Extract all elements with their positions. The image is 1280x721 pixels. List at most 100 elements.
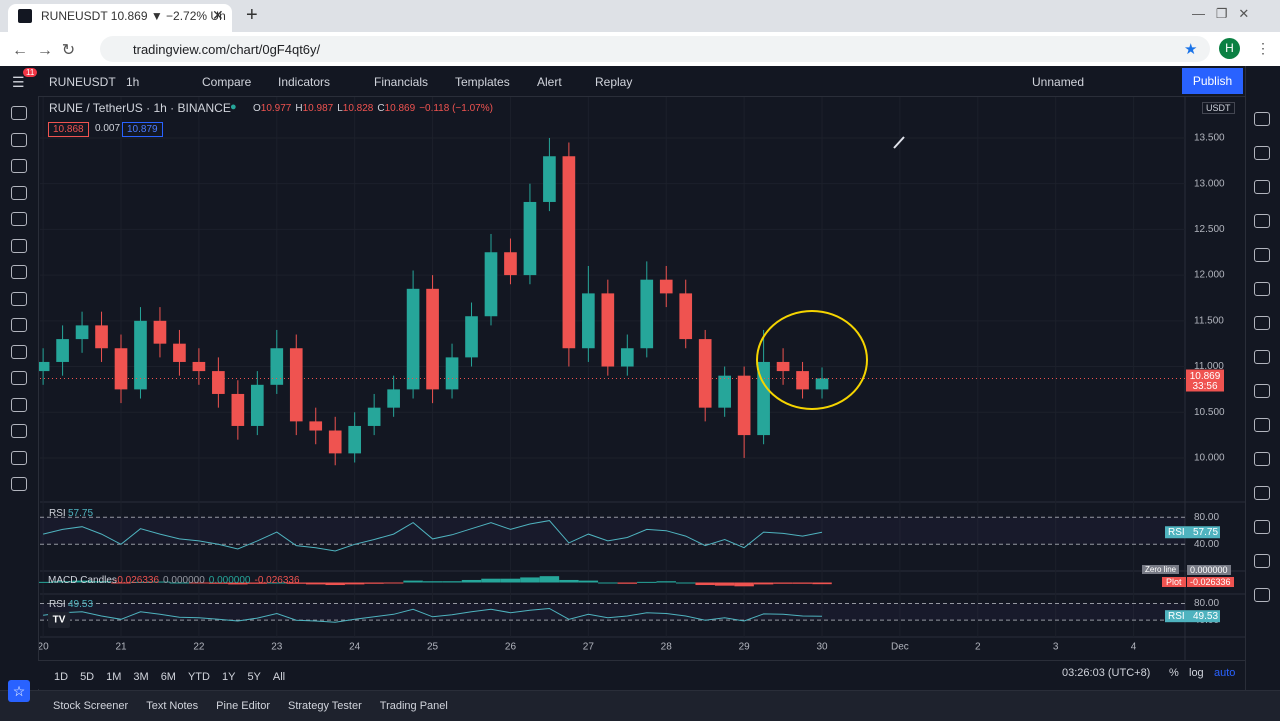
bookmark-star[interactable]: ★ xyxy=(1184,41,1198,58)
sidebar-icons xyxy=(1254,112,1272,622)
period-button[interactable]: 1M xyxy=(106,671,122,683)
indicators[interactable]: Indicators xyxy=(278,75,331,89)
ask[interactable]: 10.879 xyxy=(122,122,163,137)
new-tab[interactable]: + xyxy=(246,4,258,26)
tool-icon[interactable] xyxy=(11,106,27,120)
menu[interactable]: ⋮ xyxy=(1256,40,1270,56)
compare[interactable]: Compare xyxy=(202,75,252,89)
candle-body xyxy=(601,293,615,367)
macd-bar xyxy=(617,582,638,584)
tool-icon[interactable] xyxy=(11,185,27,200)
tool-icon[interactable] xyxy=(1254,112,1270,126)
ohlc-key: O xyxy=(253,103,261,114)
tool-icon[interactable] xyxy=(11,238,27,253)
macd-bar xyxy=(325,582,345,586)
tool-icon[interactable] xyxy=(11,450,27,465)
tool-icon[interactable] xyxy=(1254,146,1270,160)
candle-body xyxy=(212,371,225,394)
nav-buttons[interactable]: ← → ↻ xyxy=(12,42,76,59)
macd-bar xyxy=(247,582,268,584)
tool-icon[interactable] xyxy=(11,397,27,412)
footer-tab[interactable]: Text Notes xyxy=(146,700,199,712)
percent-toggle[interactable]: % xyxy=(1169,667,1179,679)
tool-icon[interactable] xyxy=(11,132,27,147)
watchlist-star[interactable]: ☆ xyxy=(8,680,30,702)
left-toolbar xyxy=(0,96,39,690)
tool-icon[interactable] xyxy=(1254,452,1270,466)
tool-icon[interactable] xyxy=(11,477,27,491)
candle-body xyxy=(250,384,264,426)
omnibox[interactable] xyxy=(100,36,1210,62)
log-toggle[interactable]: log xyxy=(1189,667,1204,679)
templates[interactable]: Templates xyxy=(455,75,510,89)
tab-close[interactable]: ✕ xyxy=(212,7,224,23)
tool-icon[interactable] xyxy=(1254,588,1270,602)
tool-icon[interactable] xyxy=(11,344,27,359)
tool-icon[interactable] xyxy=(11,159,27,173)
interval[interactable]: 1h xyxy=(126,75,140,89)
financials[interactable]: Financials xyxy=(374,75,429,89)
x-tick-label: 29 xyxy=(739,642,751,653)
y-tick-label: 10.000 xyxy=(1194,453,1225,464)
bid[interactable]: 10.868 xyxy=(48,122,89,137)
period-buttons: 1D 5D 1M 3M 6M YTD 1Y 5Y All xyxy=(54,667,297,685)
period-button[interactable]: 1D xyxy=(54,671,69,683)
tool-icon[interactable] xyxy=(11,318,27,332)
candle-body xyxy=(582,293,595,349)
tool-icon[interactable] xyxy=(11,212,27,226)
tool-icon[interactable] xyxy=(1254,248,1270,262)
period-button[interactable]: 5Y xyxy=(247,671,261,683)
period-button[interactable]: 6M xyxy=(160,671,176,683)
footer-tab[interactable]: Pine Editor xyxy=(216,700,270,712)
macd-bar xyxy=(422,581,443,583)
tool-icon[interactable] xyxy=(1254,418,1270,432)
tool-icon[interactable] xyxy=(1254,384,1270,398)
tool-icon[interactable] xyxy=(1254,316,1270,330)
footer-tab[interactable]: Strategy Tester xyxy=(287,700,362,712)
currency[interactable]: USDT xyxy=(1202,102,1235,114)
period-button[interactable]: 1Y xyxy=(221,671,236,683)
x-tick-label: 23 xyxy=(271,642,283,653)
tool-icon[interactable] xyxy=(1254,282,1270,296)
macd-bar xyxy=(461,579,482,583)
avatar[interactable]: H xyxy=(1219,38,1240,59)
tool-icon[interactable] xyxy=(1254,486,1270,500)
macd-bar xyxy=(267,582,287,584)
ohlc-change: −0.118 (−1.07%) xyxy=(419,103,493,114)
tool-icon[interactable] xyxy=(1254,350,1270,364)
layout-name[interactable]: Unnamed xyxy=(1032,75,1085,89)
macd-bar xyxy=(539,576,560,583)
tool-icon[interactable] xyxy=(1254,180,1270,194)
tool-icon[interactable] xyxy=(1254,554,1270,568)
candle-body xyxy=(504,252,517,276)
publish-button[interactable]: Publish xyxy=(1182,68,1243,94)
tool-icon[interactable] xyxy=(1254,214,1270,228)
period-button[interactable]: YTD xyxy=(187,671,210,683)
tool-icon[interactable] xyxy=(11,371,27,385)
footer-tab[interactable]: Trading Panel xyxy=(379,700,448,712)
replay[interactable]: Replay xyxy=(595,75,633,89)
tool-icon[interactable] xyxy=(1254,520,1270,534)
rsi-legend-name: RSI xyxy=(49,508,66,519)
x-tick-label: 30 xyxy=(816,642,828,653)
macd-bar xyxy=(72,580,92,583)
footer-tab[interactable]: Stock Screener xyxy=(53,700,129,712)
tool-icon[interactable] xyxy=(11,265,27,279)
tool-icon[interactable] xyxy=(11,424,27,438)
hamburger[interactable]: ☰ xyxy=(12,74,25,90)
auto-toggle[interactable]: auto xyxy=(1214,667,1236,679)
macd-bar xyxy=(189,582,209,584)
symbol[interactable]: RUNEUSDT xyxy=(49,75,116,89)
alert[interactable]: Alert xyxy=(537,75,562,89)
macd-bar xyxy=(169,582,190,584)
period-button[interactable]: 3M xyxy=(133,671,149,683)
tool-icon[interactable] xyxy=(11,291,27,306)
window-controls[interactable]: — ❐ ✕ xyxy=(1192,6,1250,21)
macd-bar xyxy=(753,582,774,585)
period-button[interactable]: 5D xyxy=(80,671,95,683)
candle-body xyxy=(659,279,673,294)
candle-body xyxy=(406,288,420,390)
tab[interactable] xyxy=(8,4,232,32)
candle-body xyxy=(75,325,89,340)
period-button[interactable]: All xyxy=(272,671,286,683)
